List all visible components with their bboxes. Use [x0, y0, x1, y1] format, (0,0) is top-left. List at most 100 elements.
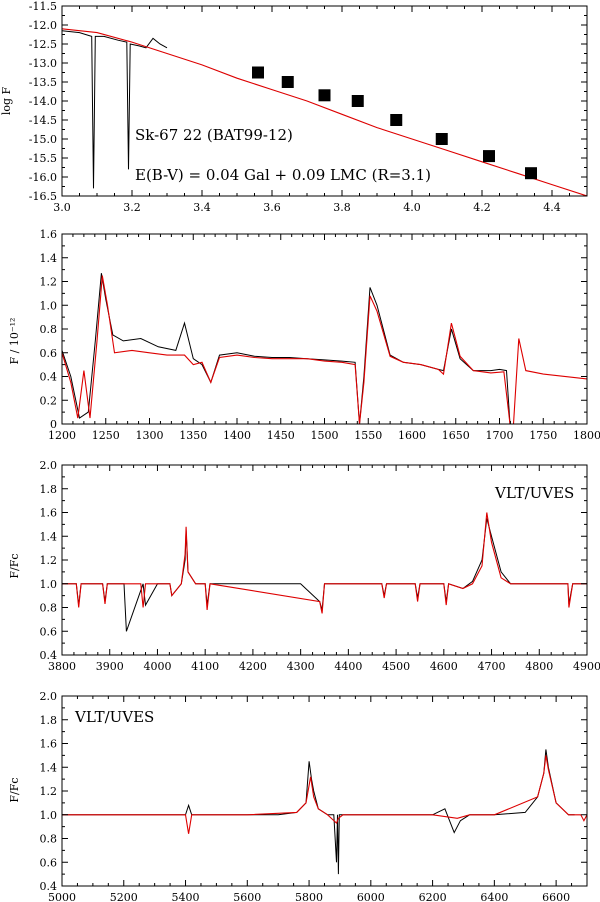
x-tick-label: 1200 [48, 429, 76, 442]
y-axis-label: log F [0, 86, 13, 115]
x-tick-label: 6600 [542, 891, 570, 902]
x-tick-label: 3800 [48, 660, 76, 673]
x-tick-label: 4300 [287, 660, 315, 673]
x-tick-label: 3.6 [263, 201, 281, 214]
y-tick-label: 1.4 [40, 530, 58, 543]
y-tick-label: 0.8 [40, 323, 58, 336]
x-tick-label: 4.4 [543, 201, 561, 214]
y-tick-label: 0.6 [40, 625, 58, 638]
x-tick-label: 4800 [525, 660, 553, 673]
y-tick-label: 1.8 [40, 483, 58, 496]
y-tick-label: 1.6 [40, 228, 58, 241]
x-tick-label: 3.8 [333, 201, 351, 214]
x-tick-label: 4.0 [403, 201, 421, 214]
x-tick-label: 1800 [573, 429, 600, 442]
x-tick-label: 3.4 [193, 201, 211, 214]
y-tick-label: 0.4 [40, 649, 58, 662]
y-tick-label: 1.2 [40, 276, 58, 289]
observed-spectrum-line [62, 749, 575, 875]
y-tick-label: 0.8 [40, 602, 58, 615]
x-tick-label: 4900 [573, 660, 600, 673]
x-tick-label: 6000 [357, 891, 385, 902]
y-tick-label: 1.2 [40, 785, 58, 798]
photometry-point [483, 150, 495, 163]
panel-2: 1200 1250 1300 1350 1400 1450 1500 1550 1600 1650… [8, 228, 600, 442]
x-tick-label: 5800 [295, 891, 323, 902]
y-tick-label: -13.5 [29, 76, 57, 89]
x-tick-label: 1600 [398, 429, 426, 442]
y-tick-label: -15.5 [29, 152, 57, 165]
observed-spectrum-line [62, 518, 587, 632]
plot-area [62, 749, 587, 875]
y-tick-label: 1.2 [40, 554, 58, 567]
y-tick-label: 0.6 [40, 347, 58, 360]
x-tick-label: 5400 [172, 891, 200, 902]
x-tick-label: 5000 [48, 891, 76, 902]
y-tick-label: -11.5 [29, 0, 57, 13]
x-tick-label: 1450 [267, 429, 295, 442]
model-spectrum-line [62, 28, 587, 196]
y-tick-label: 1.0 [40, 299, 58, 312]
photometry-point [351, 95, 364, 107]
plot-area [62, 512, 587, 632]
x-tick-label: 3900 [96, 660, 124, 673]
x-tick-label: 5200 [110, 891, 138, 902]
y-tick-label: 0.4 [40, 371, 58, 384]
y-tick-label: 2.0 [40, 459, 58, 472]
annotation-extinction: E(B-V) = 0.04 Gal + 0.09 LMC (R=3.1) [135, 166, 431, 184]
y-tick-label: 1.4 [40, 252, 58, 265]
y-tick-label: 1.0 [40, 809, 58, 822]
plot-area [62, 28, 587, 196]
x-tick-label: 1550 [354, 429, 382, 442]
y-tick-label: 0.6 [40, 856, 58, 869]
photometry-point [390, 114, 403, 126]
x-tick-label: 1250 [92, 429, 120, 442]
x-tick-label: 1700 [486, 429, 514, 442]
y-tick-label: -14.0 [29, 95, 57, 108]
y-axis-label: F/Fc [8, 553, 21, 578]
x-tick-label: 5600 [233, 891, 261, 902]
y-tick-label: -12.5 [29, 38, 57, 51]
y-tick-label: 0 [50, 418, 57, 431]
y-tick-label: 1.4 [40, 761, 58, 774]
x-tick-label: 4.2 [473, 201, 491, 214]
x-tick-label: 4400 [334, 660, 362, 673]
x-tick-label: 1650 [442, 429, 470, 442]
y-axis-label: F/Fc [8, 777, 21, 802]
x-tick-label: 4200 [239, 660, 267, 673]
photometry-point [435, 133, 448, 145]
observed-spectrum-line [62, 30, 168, 189]
x-tick-label: 4600 [430, 660, 458, 673]
y-tick-label: 0.4 [40, 880, 58, 893]
model-spectrum-line [62, 275, 587, 424]
panel-3: VLT/UVES 3800 3900 4000 4100 4200 4300 4400 450… [8, 459, 600, 673]
plot-area [62, 273, 587, 424]
annotation-instrument: VLT/UVES [74, 708, 154, 726]
model-spectrum-line [62, 512, 587, 614]
y-tick-label: -12.0 [29, 19, 57, 32]
photometry-point [525, 167, 537, 180]
x-tick-label: 3.0 [53, 201, 71, 214]
x-tick-label: 1350 [179, 429, 207, 442]
observed-spectrum-line [62, 273, 514, 424]
x-tick-label: 1400 [223, 429, 251, 442]
y-tick-label: 1.0 [40, 578, 58, 591]
y-tick-label: 1.6 [40, 507, 58, 520]
y-tick-label: -16.5 [29, 190, 57, 203]
y-tick-label: -16.0 [29, 171, 57, 184]
panel-1: Sk-67 22 (BAT99-12) E(B-V) = 0.04 Gal + … [0, 0, 588, 214]
y-tick-label: -13.0 [29, 57, 57, 70]
x-tick-label: 1750 [529, 429, 557, 442]
photometry-point [252, 66, 264, 79]
y-tick-label: -15.0 [29, 133, 57, 146]
x-tick-label: 6400 [480, 891, 508, 902]
x-tick-label: 1300 [136, 429, 164, 442]
model-spectrum-line [62, 755, 587, 834]
photometry-point [318, 89, 331, 102]
x-tick-label: 6200 [419, 891, 447, 902]
x-tick-label: 4700 [478, 660, 506, 673]
y-tick-label: 2.0 [40, 690, 58, 703]
y-tick-label: 0.8 [40, 833, 58, 846]
panel-4: VLT/UVES 5000 5200 5400 5600 5800 6000 6200 640… [8, 690, 588, 902]
